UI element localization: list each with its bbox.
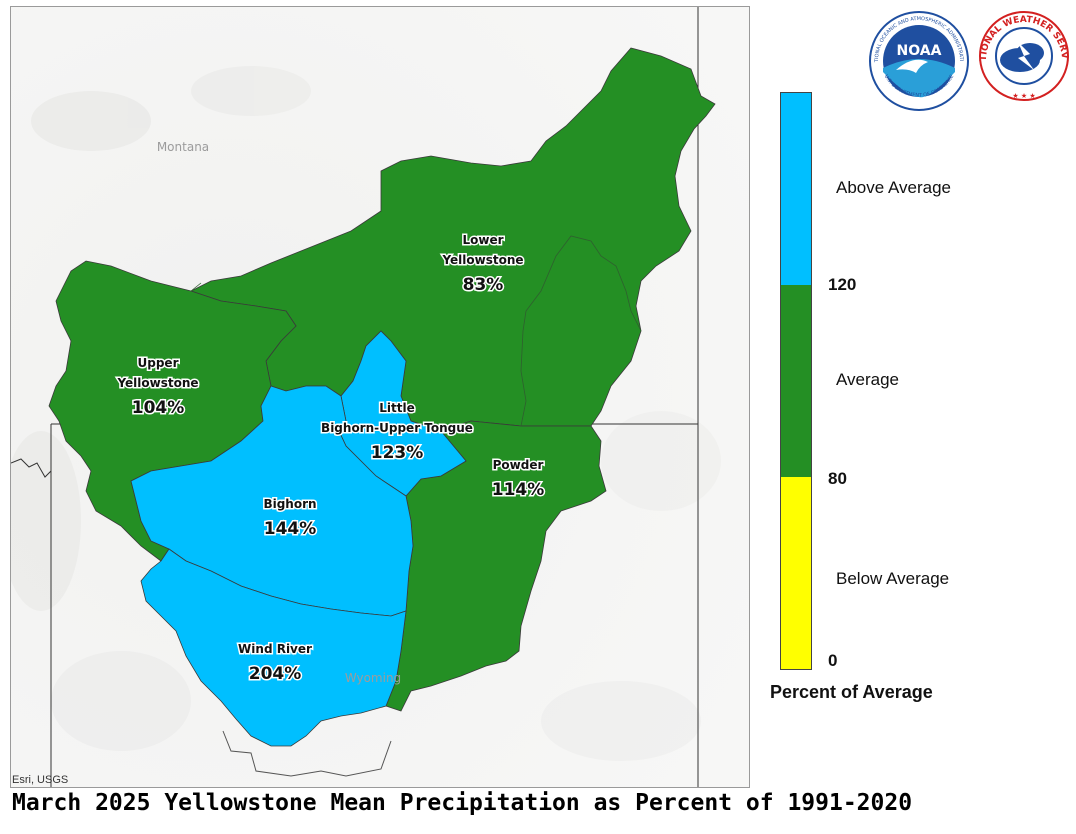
basin-name-line: Bighorn: [263, 497, 316, 511]
sub-basin-lines: [190, 235, 642, 427]
page-title: March 2025 Yellowstone Mean Precipitatio…: [12, 790, 913, 816]
basin-upper-yellowstone[interactable]: [48, 260, 297, 562]
basin-wind-river[interactable]: [140, 548, 407, 747]
legend-swatch-above-average: [781, 93, 811, 285]
legend-tick-80: 80: [828, 469, 847, 488]
basin-name-line: Yellowstone: [441, 253, 523, 267]
noaa-logo-text: NOAA: [897, 43, 942, 59]
basin-name-line: Powder: [493, 458, 544, 472]
basin-bighorn[interactable]: [130, 385, 414, 617]
basin-name-line: Wind River: [238, 642, 312, 656]
idaho-border: [11, 458, 52, 478]
label-upper-yellowstone: Upper Yellowstone 104%: [115, 355, 200, 420]
legend-label-average: Average: [836, 370, 900, 389]
legend-swatch-below-average: [781, 477, 811, 669]
basin-percent: 104%: [132, 398, 185, 418]
label-wind-river: Wind River 204%: [237, 641, 314, 686]
basin-name-line: Little: [379, 401, 414, 415]
state-label-montana: Montana: [157, 140, 209, 154]
label-powder: Powder 114%: [490, 457, 546, 502]
legend-tick-0: 0: [828, 651, 838, 670]
basin-percent: 83%: [463, 275, 504, 295]
legend-swatch-average: [781, 285, 811, 477]
label-little-bighorn-upper-tongue: Little Bighorn-Upper Tongue 123%: [320, 400, 475, 465]
noaa-logo: NOAA NATIONAL OCEANIC AND ATMOSPHERIC AD…: [866, 6, 970, 112]
legend-color-bar: [780, 92, 812, 670]
south-basin-outline: [222, 730, 392, 777]
label-bighorn: Bighorn 144%: [262, 496, 318, 541]
label-lower-yellowstone: Lower Yellowstone 83%: [440, 232, 525, 297]
map-canvas: Montana Wyoming Lower Yellowstone 83% Up…: [11, 7, 749, 787]
svg-text:★ ★ ★: ★ ★ ★: [1012, 92, 1035, 100]
legend-title: Percent of Average: [770, 682, 933, 702]
basin-name-line: Upper: [138, 356, 179, 370]
basin-name-line: Bighorn-Upper Tongue: [321, 421, 473, 435]
terrain-relief: [11, 66, 721, 761]
basin-percent: 204%: [249, 664, 302, 684]
basin-percent: 114%: [492, 480, 545, 500]
state-label-wyoming: Wyoming: [345, 671, 401, 685]
map-panel: Montana Wyoming Lower Yellowstone 83% Up…: [10, 6, 750, 788]
basin-percent: 123%: [371, 443, 424, 463]
legend-label-below-average: Below Average: [836, 569, 950, 588]
basin-percent: 144%: [264, 519, 317, 539]
legend-tick-120: 120: [828, 275, 857, 294]
basin-name-line: Lower: [462, 233, 503, 247]
basin-name-line: Yellowstone: [116, 376, 198, 390]
legend-label-above-average: Above Average: [836, 178, 951, 197]
map-attribution: Esri, USGS: [12, 774, 69, 786]
nws-logo: NATIONAL WEATHER SERVICE ★ ★ ★: [974, 1, 1070, 106]
